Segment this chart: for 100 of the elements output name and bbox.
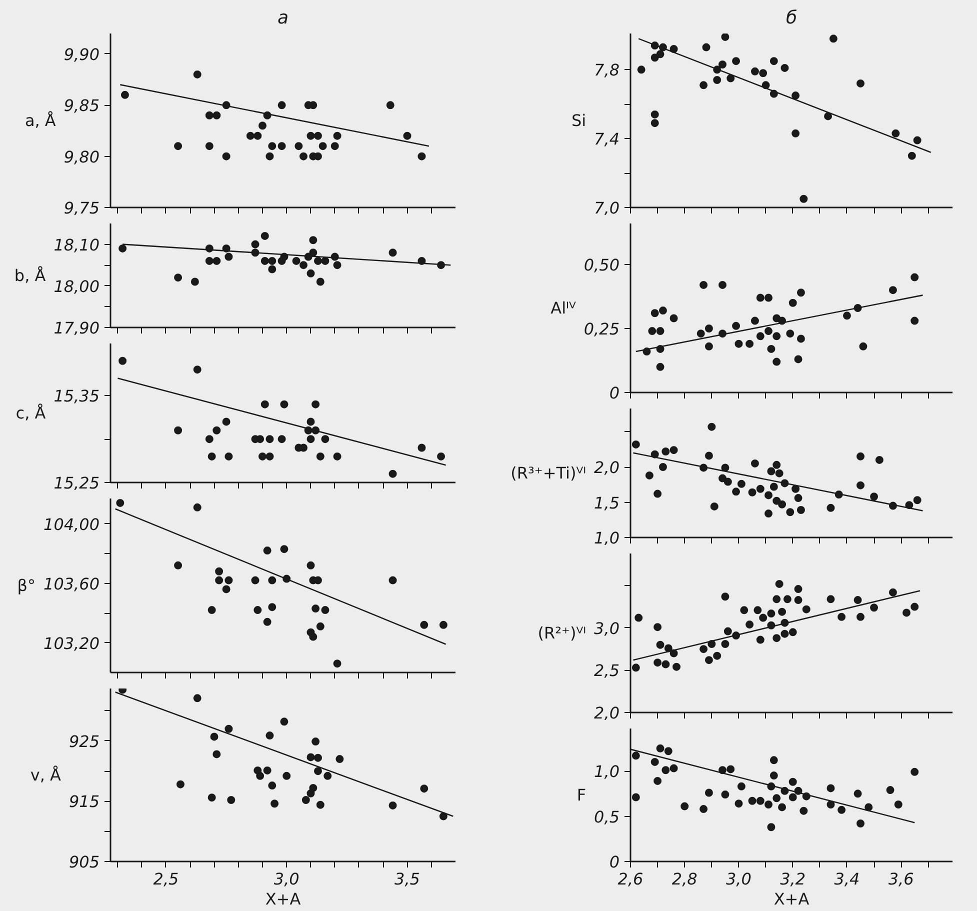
point	[333, 452, 342, 460]
point	[205, 256, 214, 265]
point	[266, 732, 274, 740]
point	[670, 764, 678, 772]
point	[770, 57, 778, 66]
point	[251, 576, 260, 584]
x-tick-label: 2,5	[153, 870, 179, 888]
y-axis-title: b, Å	[14, 266, 46, 285]
point	[826, 504, 835, 512]
point	[732, 488, 740, 496]
point	[775, 580, 784, 588]
point	[856, 79, 864, 88]
point	[637, 66, 646, 74]
point	[268, 576, 276, 584]
point	[650, 758, 659, 766]
point	[656, 744, 664, 752]
point	[312, 400, 320, 408]
point	[280, 400, 288, 408]
point	[913, 496, 922, 504]
point	[704, 342, 713, 350]
point	[764, 800, 772, 808]
point	[856, 481, 864, 490]
point	[680, 802, 689, 810]
point	[710, 502, 718, 510]
point	[856, 452, 864, 460]
point	[721, 592, 730, 601]
y-axis-title: Si	[571, 111, 586, 130]
y-tick-label: 7,0	[594, 198, 620, 218]
point	[418, 444, 426, 452]
point	[336, 755, 344, 764]
point	[746, 340, 754, 348]
x-tick-label: 3,2	[780, 870, 806, 888]
point	[208, 794, 216, 802]
point	[786, 508, 794, 516]
point	[306, 753, 315, 762]
y-tick-label: 103,60	[44, 574, 100, 594]
point	[794, 596, 802, 604]
point	[718, 280, 726, 289]
x-tick-label: 3,5	[394, 870, 420, 888]
point	[708, 422, 716, 431]
point	[318, 142, 327, 150]
y-tick-label: 0	[609, 852, 620, 872]
point	[913, 136, 922, 144]
point	[696, 330, 705, 338]
y-tick-label: 925	[68, 732, 100, 751]
point	[780, 630, 789, 638]
point	[222, 585, 230, 594]
point	[756, 796, 764, 805]
point	[251, 240, 260, 248]
y-axis-title: β°	[17, 576, 36, 595]
y-tick-label: 15,25	[54, 474, 100, 492]
point	[321, 435, 330, 444]
point	[786, 330, 794, 338]
point	[704, 452, 713, 460]
point	[224, 576, 233, 584]
point	[260, 256, 269, 265]
x-axis-title: X+A	[774, 890, 810, 908]
y-tick-label: 103,20	[44, 634, 100, 653]
point	[802, 605, 810, 614]
point	[875, 456, 884, 464]
point	[767, 610, 776, 618]
y-tick-label: 15,35	[54, 386, 100, 406]
point	[278, 435, 286, 444]
point	[193, 366, 202, 374]
point	[656, 327, 664, 336]
point	[266, 152, 274, 160]
point	[174, 142, 182, 150]
point	[870, 604, 878, 612]
point	[300, 152, 308, 160]
point	[215, 576, 224, 584]
point	[856, 820, 864, 828]
point	[772, 595, 781, 604]
point	[645, 471, 654, 480]
point	[420, 784, 428, 793]
point	[764, 327, 772, 336]
point	[118, 356, 127, 365]
point	[650, 119, 659, 128]
point	[314, 132, 322, 140]
point	[193, 503, 202, 512]
point	[767, 467, 776, 476]
point	[662, 448, 670, 456]
point	[888, 588, 897, 596]
point	[648, 327, 656, 336]
point	[704, 656, 713, 664]
y-tick-label: 7,8	[594, 60, 620, 80]
point	[726, 74, 735, 82]
point	[205, 142, 214, 150]
point	[775, 469, 784, 478]
point	[309, 248, 318, 257]
point	[748, 488, 756, 496]
point	[306, 269, 315, 278]
y-tick-label: 0,25	[584, 319, 620, 338]
point	[658, 463, 667, 471]
point	[656, 640, 664, 649]
point	[824, 112, 832, 120]
point	[750, 316, 759, 325]
x-tick-label: 3,0	[274, 870, 300, 888]
point	[910, 316, 919, 325]
point	[268, 782, 276, 790]
point	[724, 478, 732, 486]
